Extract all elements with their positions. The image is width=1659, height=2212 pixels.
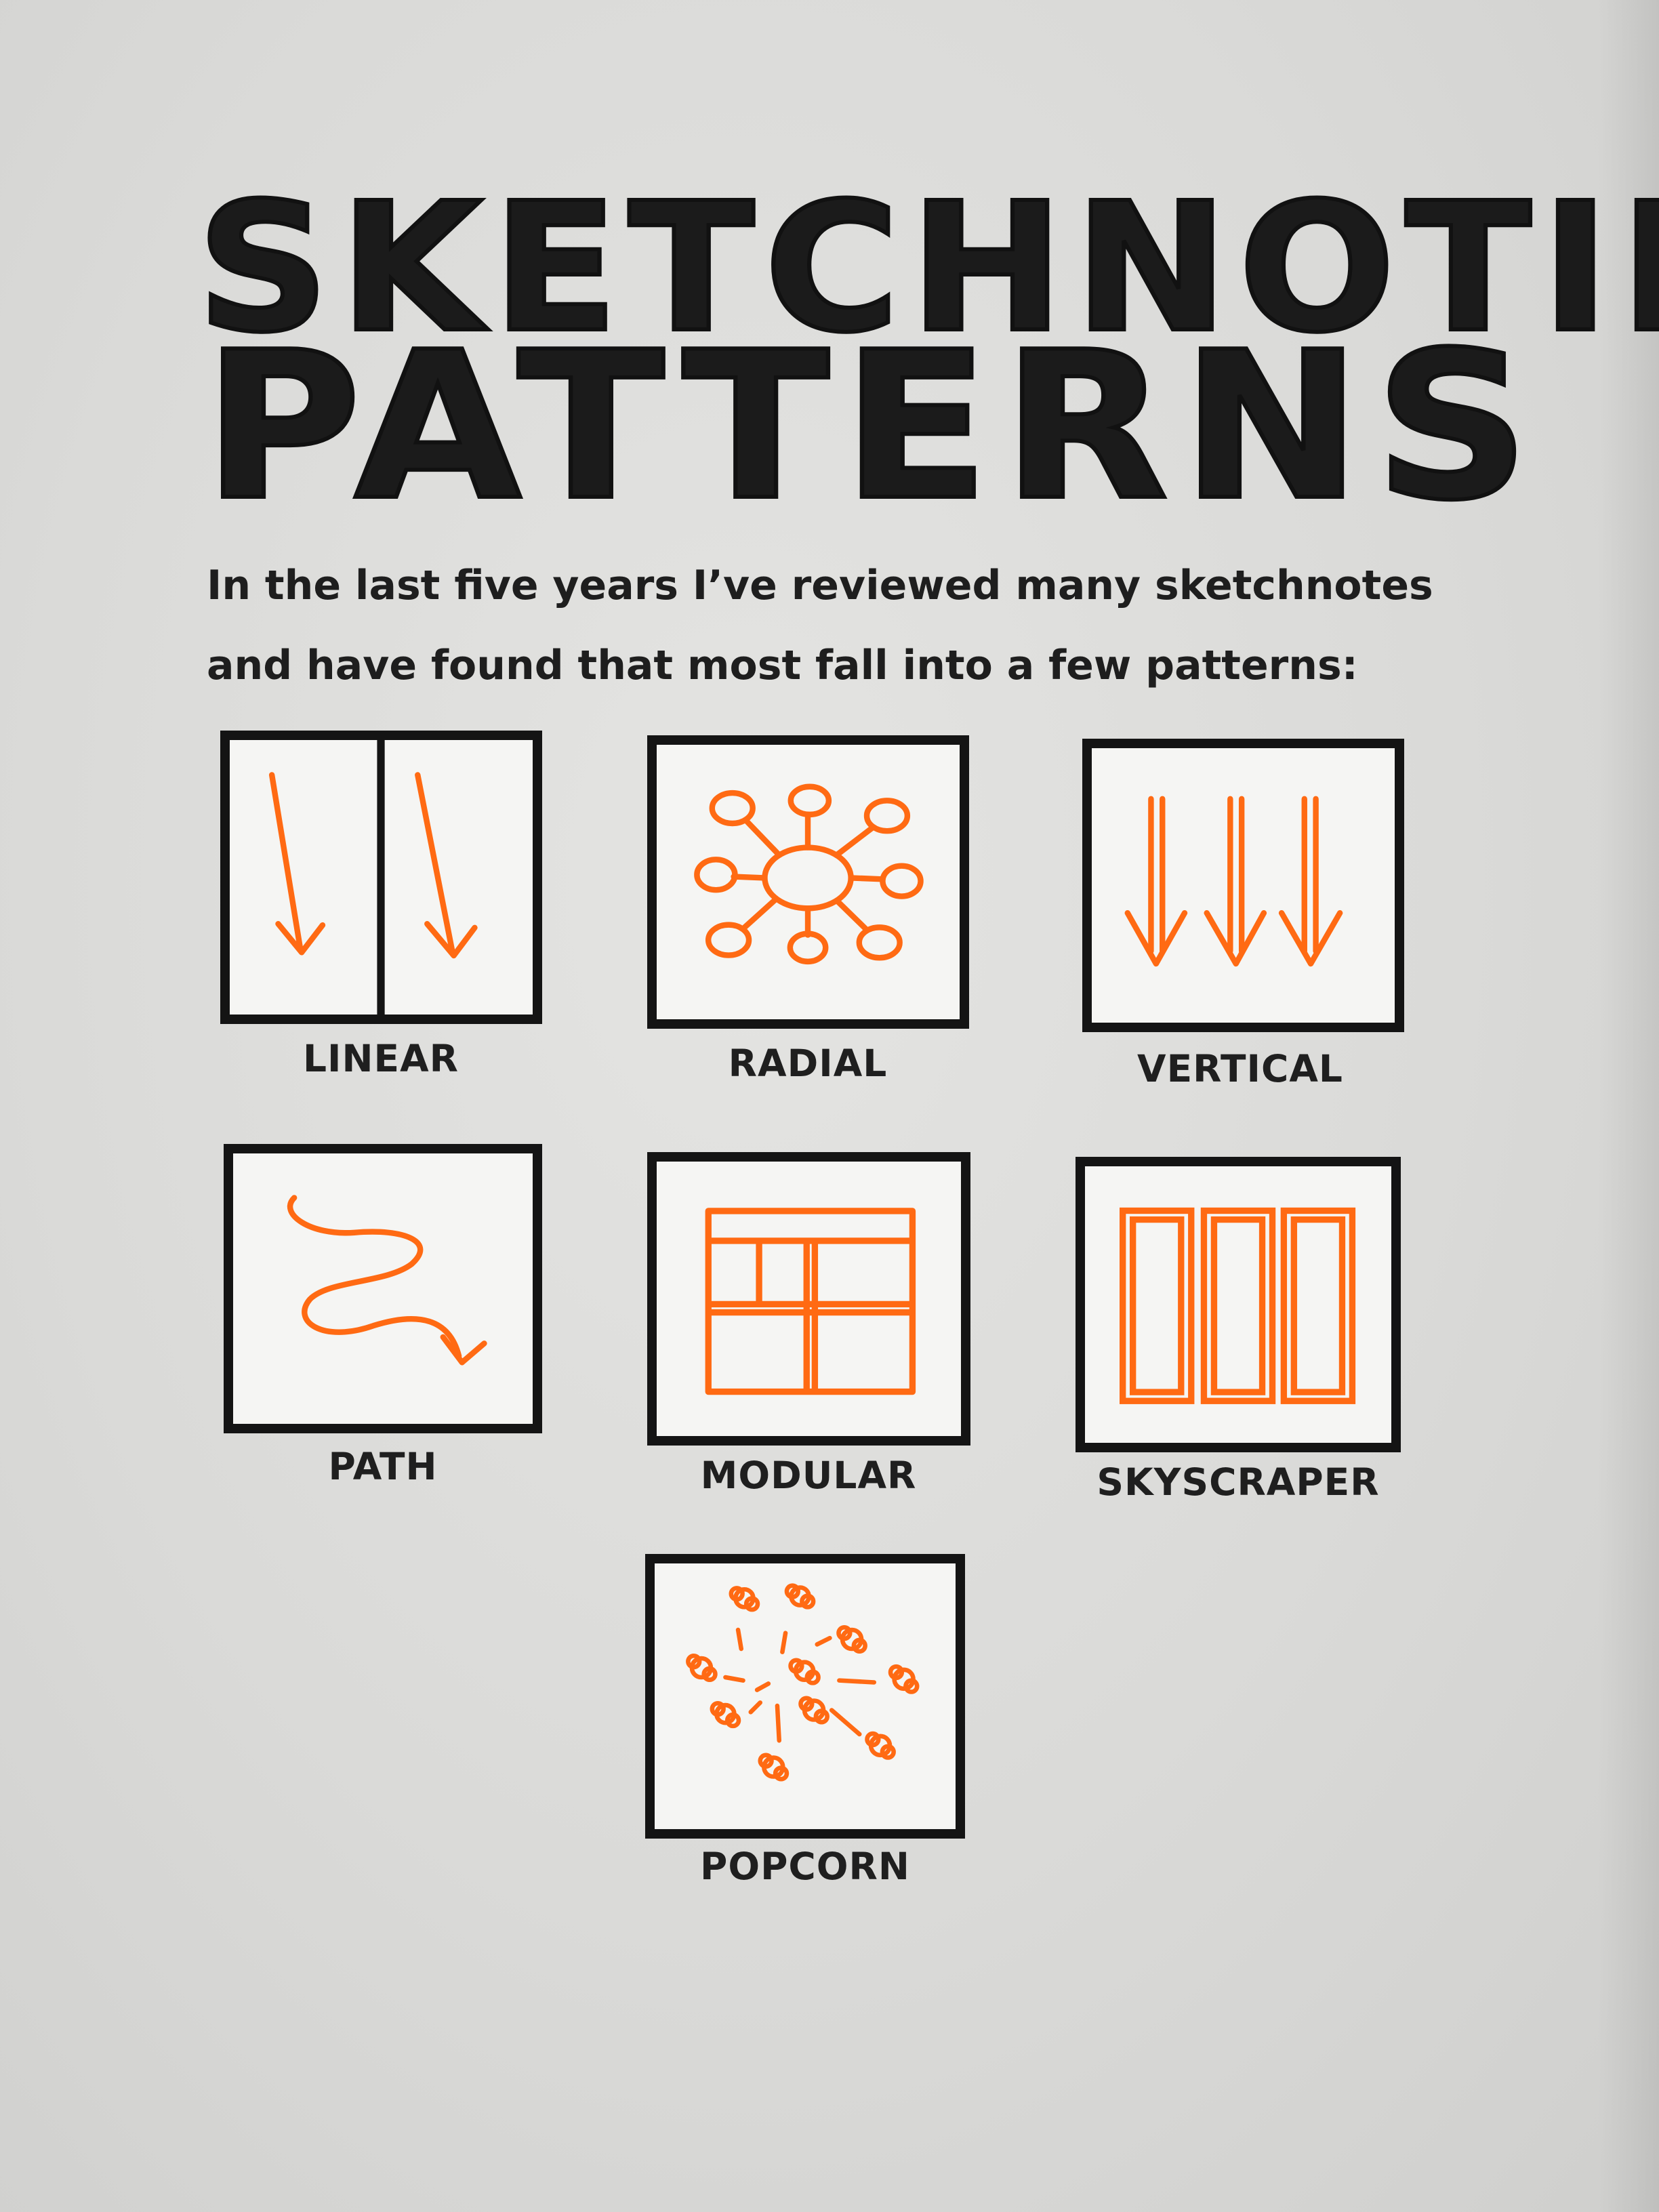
page-shadow — [1598, 0, 1659, 2212]
radial-icon — [694, 783, 924, 965]
pattern-label-skyscraper: SKYSCRAPER — [1097, 1460, 1380, 1504]
page-title-line-2: PATTERNS — [201, 308, 1543, 545]
page-title-line-1: SKETCHNOTING — [194, 165, 1659, 371]
pattern-label-modular: MODULAR — [700, 1454, 917, 1497]
pattern-label-vertical: VERTICAL — [1137, 1047, 1343, 1090]
intro-line-2: and have found that most fall into a few… — [207, 642, 1358, 689]
intro-paragraph: In the last five years I’ve reviewed man… — [207, 546, 1494, 705]
pattern-tile-popcorn — [645, 1554, 965, 1839]
pattern-tile-vertical — [1082, 739, 1404, 1032]
pattern-tile-path — [224, 1144, 542, 1433]
linear-icon — [268, 740, 478, 1015]
intro-line-1: In the last five years I’ve reviewed man… — [207, 562, 1433, 609]
pattern-tile-modular — [647, 1152, 970, 1446]
modular-icon — [705, 1208, 916, 1395]
pattern-label-radial: RADIAL — [728, 1042, 888, 1085]
vertical-icon — [1124, 796, 1343, 967]
pattern-label-linear: LINEAR — [302, 1037, 459, 1080]
pattern-tile-linear — [220, 731, 542, 1024]
pattern-label-path: PATH — [328, 1445, 438, 1488]
popcorn-icon — [686, 1583, 920, 1782]
path-icon — [287, 1195, 487, 1366]
pattern-tile-skyscraper — [1076, 1157, 1401, 1452]
pattern-tile-radial — [647, 735, 969, 1029]
pattern-label-popcorn: POPCORN — [700, 1845, 910, 1888]
skyscraper-icon — [1120, 1207, 1356, 1404]
